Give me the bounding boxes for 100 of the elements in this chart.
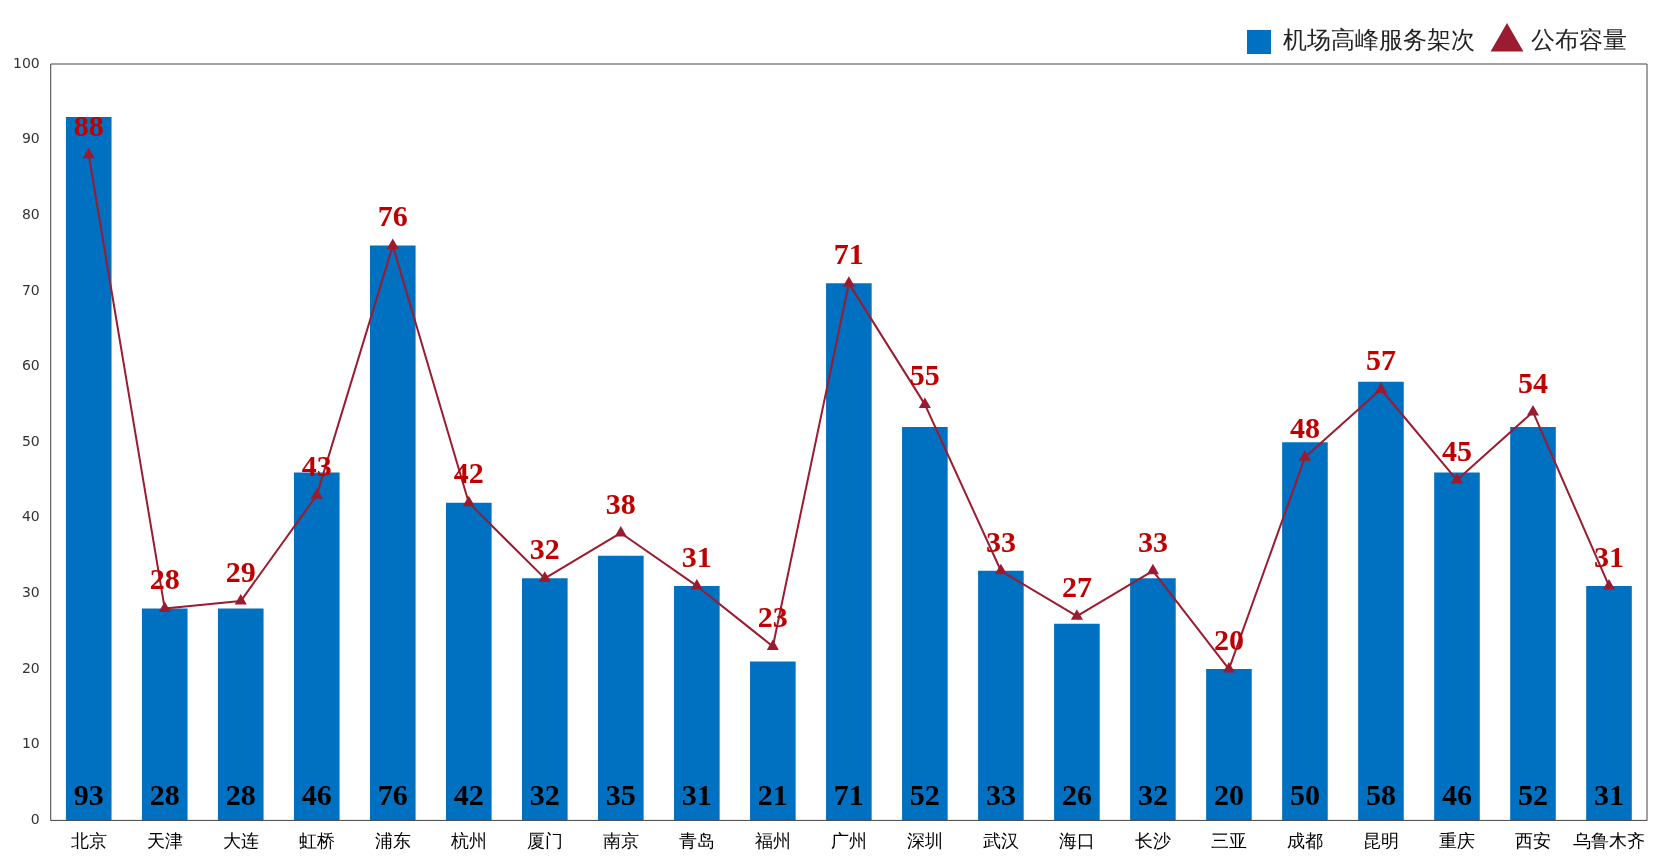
bar (902, 427, 948, 821)
point (1071, 610, 1083, 620)
y-tick-label: 30 (21, 584, 40, 601)
y-tick-label: 10 (21, 735, 40, 752)
bar (1510, 427, 1556, 821)
point (1603, 579, 1615, 590)
bar (1054, 623, 1100, 821)
data-label: 32 (529, 532, 560, 566)
x-tick-label: 重庆 (1438, 829, 1475, 851)
data-label: 54 (1517, 365, 1548, 399)
data-label: 33 (985, 778, 1016, 812)
x-tick-label: 西安 (1514, 829, 1551, 851)
x-tick-label: 大连 (222, 829, 259, 851)
x-tick-label: 长沙 (1134, 829, 1171, 851)
point (159, 602, 171, 613)
bar (369, 245, 416, 821)
bar (1282, 442, 1328, 821)
y-tick-label: 0 (30, 811, 40, 828)
bar (1130, 578, 1176, 821)
data-label: 33 (1137, 524, 1168, 558)
point (615, 526, 627, 537)
data-label: 46 (1441, 778, 1472, 812)
x-tick-label: 杭州 (449, 829, 487, 851)
point (1147, 564, 1159, 575)
data-label: 45 (1441, 433, 1472, 467)
data-label: 57 (1365, 343, 1396, 376)
x-tick-label: 北京 (70, 829, 107, 851)
data-label: 31 (1593, 539, 1624, 573)
data-label: 21 (757, 778, 788, 812)
x-tick-label: 天津 (146, 829, 183, 851)
data-label: 93 (73, 778, 104, 812)
y-tick-label: 20 (21, 659, 40, 676)
x-tick-label: 乌鲁木齐 (1572, 829, 1645, 851)
y-tick-label: 60 (21, 357, 40, 374)
point (1375, 383, 1387, 393)
bar (750, 661, 796, 821)
point (235, 595, 247, 605)
y-tick-label: 80 (21, 205, 40, 222)
x-tick-label: 虹桥 (298, 829, 335, 851)
data-label: 52 (1517, 778, 1548, 812)
x-tick-label: 昆明 (1362, 829, 1399, 851)
data-label: 88 (73, 108, 104, 142)
x-tick-label: 南京 (602, 829, 639, 851)
point (539, 572, 551, 582)
bar (1434, 472, 1480, 821)
data-label: 31 (681, 539, 712, 573)
bar (1358, 381, 1404, 821)
y-tick-label: 50 (21, 432, 40, 449)
x-tick-label: 三亚 (1210, 829, 1247, 851)
data-label: 35 (605, 778, 636, 812)
data-label: 76 (377, 199, 408, 233)
data-label: 29 (225, 554, 256, 588)
x-tick-label: 广州 (830, 829, 867, 851)
data-label: 20 (1213, 778, 1244, 812)
data-label: 38 (605, 486, 636, 520)
bar (674, 585, 720, 821)
point (1527, 405, 1539, 416)
x-tick-label: 福州 (754, 829, 791, 851)
bar (217, 608, 264, 821)
x-tick-label: 深圳 (906, 829, 943, 851)
data-label: 71 (833, 237, 864, 271)
x-tick-label: 武汉 (982, 829, 1019, 851)
point (1299, 451, 1311, 461)
bar (141, 608, 188, 821)
y-tick-label: 40 (21, 508, 40, 525)
legend-label: 公布容量 (1531, 26, 1627, 55)
data-label: 76 (377, 778, 408, 812)
bar (598, 555, 644, 821)
x-tick-label: 成都 (1286, 829, 1323, 851)
data-label: 71 (833, 778, 864, 812)
point (311, 489, 323, 499)
x-tick-label: 青岛 (678, 829, 715, 851)
data-label: 33 (985, 524, 1016, 558)
data-label: 58 (1365, 778, 1396, 812)
point (387, 239, 399, 250)
y-tick-label: 90 (21, 130, 40, 147)
x-tick-label: 浦东 (374, 829, 411, 851)
data-label: 31 (681, 778, 712, 812)
point (1451, 474, 1463, 484)
point (995, 564, 1007, 575)
data-label: 26 (1061, 778, 1092, 812)
data-label: 50 (1289, 778, 1320, 812)
point (691, 579, 703, 590)
data-label: 32 (1137, 778, 1168, 812)
data-label: 55 (909, 358, 940, 392)
data-label: 31 (1593, 778, 1624, 812)
point (83, 148, 95, 159)
legend-label: 机场高峰服务架次 (1283, 26, 1475, 55)
bar (445, 502, 492, 821)
data-label: 28 (225, 778, 256, 812)
y-tick-label: 100 (12, 54, 40, 71)
bar (1206, 669, 1252, 821)
data-label: 46 (301, 778, 332, 812)
bar (522, 578, 568, 821)
bar (978, 570, 1024, 821)
bar (65, 116, 112, 821)
point (843, 277, 855, 287)
data-label: 52 (909, 778, 940, 812)
x-tick-label: 厦门 (526, 829, 563, 851)
point (767, 640, 779, 650)
